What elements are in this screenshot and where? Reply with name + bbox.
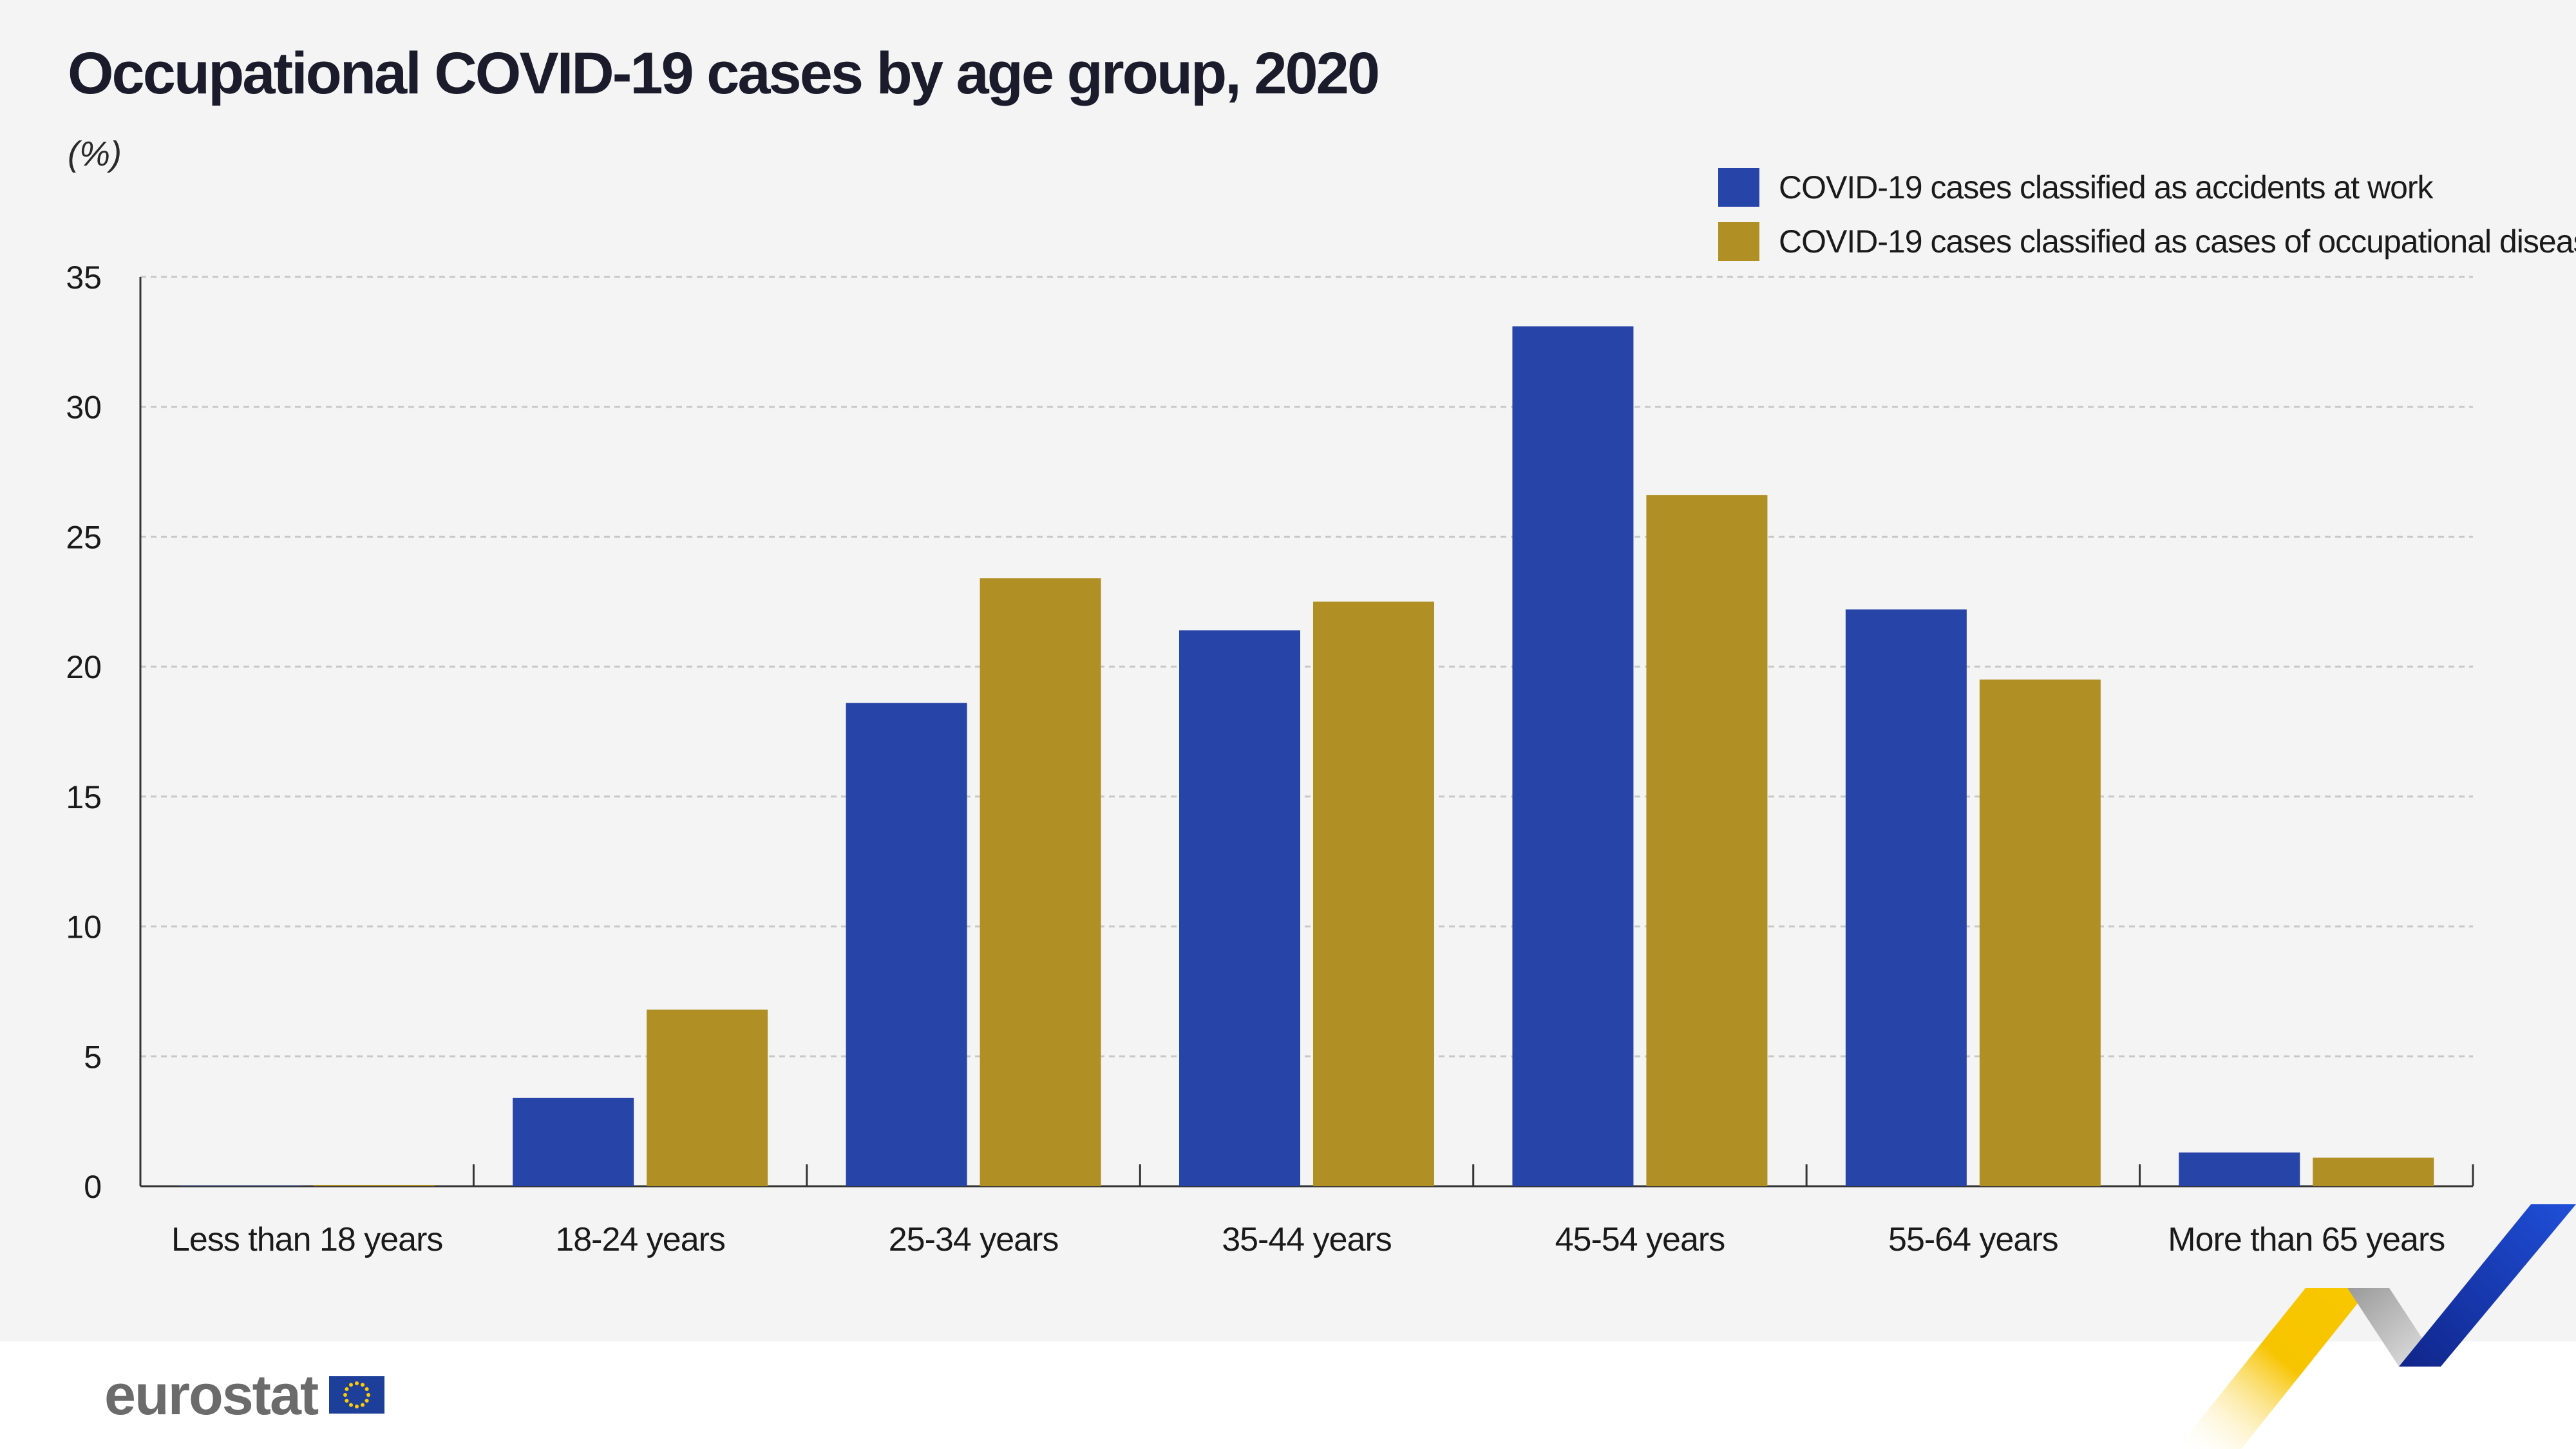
decorative-chevron-graphic: [2177, 1204, 2576, 1449]
y-tick-label: 20: [66, 649, 102, 685]
legend-swatch-accidents: [1718, 168, 1759, 207]
bar-accidents: [2179, 1152, 2300, 1186]
x-tick-label: 18-24 years: [555, 1221, 725, 1258]
y-tick-label: 0: [84, 1169, 102, 1205]
bar-disease: [980, 578, 1101, 1186]
bar-disease: [2313, 1157, 2434, 1186]
bar-chart: 0 5 10 15 20 25 30 35 Less than 18 years 18-24 ye…: [66, 260, 2474, 1258]
y-tick-label: 5: [84, 1039, 102, 1075]
bar-disease: [647, 1009, 768, 1186]
x-tick-label: 45-54 years: [1555, 1221, 1725, 1258]
x-tick-label: More than 65 years: [2168, 1221, 2445, 1258]
legend-label-disease: COVID-19 cases classified as cases of oc…: [1779, 223, 2576, 260]
y-tick-label: 25: [66, 519, 102, 555]
bar-accidents: [1179, 630, 1300, 1186]
bar-disease: [1313, 601, 1434, 1186]
y-tick-label: 35: [66, 260, 102, 296]
legend: COVID-19 cases classified as accidents a…: [1718, 167, 2576, 276]
bar-disease: [1646, 495, 1768, 1186]
bar-accidents: [846, 703, 967, 1186]
bar-accidents: [1845, 609, 1967, 1186]
legend-label-accidents: COVID-19 cases classified as accidents a…: [1779, 169, 2434, 205]
x-tick-label: Less than 18 years: [171, 1221, 442, 1258]
legend-item-accidents: COVID-19 cases classified as accidents a…: [1718, 167, 2576, 207]
legend-item-disease: COVID-19 cases classified as cases of oc…: [1718, 222, 2576, 261]
eurostat-logo: eurostat: [104, 1362, 385, 1428]
y-unit-label: (%): [68, 135, 122, 173]
y-tick-label: 30: [66, 390, 102, 426]
bar-accidents: [513, 1097, 634, 1186]
y-tick-label: 10: [66, 909, 102, 945]
legend-swatch-disease: [1718, 222, 1759, 261]
x-tick-label: 55-64 years: [1888, 1221, 2058, 1258]
chart-title: Occupational COVID-19 cases by age group…: [68, 41, 1380, 106]
bar-disease: [313, 1184, 435, 1186]
eu-flag-icon: [329, 1376, 385, 1414]
x-tick-label: 35-44 years: [1222, 1221, 1392, 1258]
eurostat-wordmark: eurostat: [104, 1363, 319, 1426]
bar-disease: [1979, 679, 2101, 1186]
y-tick-label: 15: [66, 779, 102, 815]
bar-accidents: [1512, 326, 1634, 1187]
x-tick-label: 25-34 years: [889, 1221, 1059, 1258]
